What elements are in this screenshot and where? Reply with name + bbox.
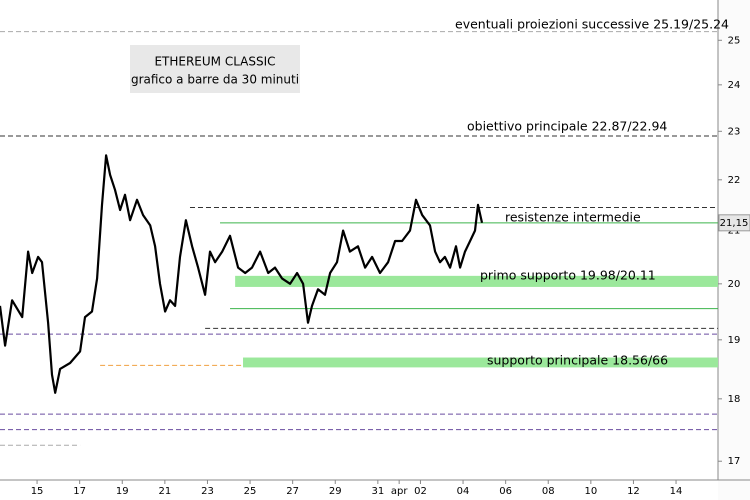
annotation: supporto principale 18.56/66 [487,353,668,368]
x-tick-label: 04 [457,486,470,497]
x-tick-label: 21 [158,486,171,497]
y-axis-strip [718,0,750,500]
axes: 17181920212223242521,1515171921232527293… [31,35,750,497]
title-box [130,45,300,93]
x-tick-label: 29 [329,486,342,497]
y-tick-label: 17 [728,456,741,467]
y-tick-label: 23 [728,126,741,137]
x-tick-label: apr [391,486,408,497]
support-zone [235,275,718,287]
chart-subtitle: grafico a barre da 30 minuti [131,73,299,87]
x-tick-label: 14 [670,486,683,497]
chart-title: ETHEREUM CLASSIC [154,55,275,69]
x-tick-label: 19 [116,486,129,497]
y-tick-label: 19 [728,335,741,346]
x-tick-label: 12 [627,486,640,497]
annotation: primo supporto 19.98/20.11 [480,268,656,283]
support-zone [243,357,718,368]
x-tick-label: 08 [542,486,555,497]
price-line [0,154,484,394]
y-tick-label: 22 [728,175,741,186]
annotation: eventuali proiezioni successive 25.19/25… [455,17,729,32]
annotation: obiettivo principale 22.87/22.94 [467,119,667,134]
x-tick-label: 31 [371,486,384,497]
x-tick-label: 06 [499,486,512,497]
y-tick-label: 24 [728,80,741,91]
x-tick-label: 17 [73,486,86,497]
x-tick-label: 23 [201,486,214,497]
y-tick-label: 18 [728,394,741,405]
x-tick-label: 10 [584,486,597,497]
price-series [0,154,484,394]
y-tick-label: 20 [728,279,741,290]
y-tick-label: 25 [728,35,741,46]
x-tick-label: 15 [31,486,44,497]
last-price-box [718,214,750,232]
x-tick-label: 02 [414,486,427,497]
annotation: resistenze intermedie [505,210,641,225]
x-tick-label: 25 [244,486,257,497]
x-tick-label: 27 [286,486,299,497]
last-price-label: 21,15 [720,218,749,229]
